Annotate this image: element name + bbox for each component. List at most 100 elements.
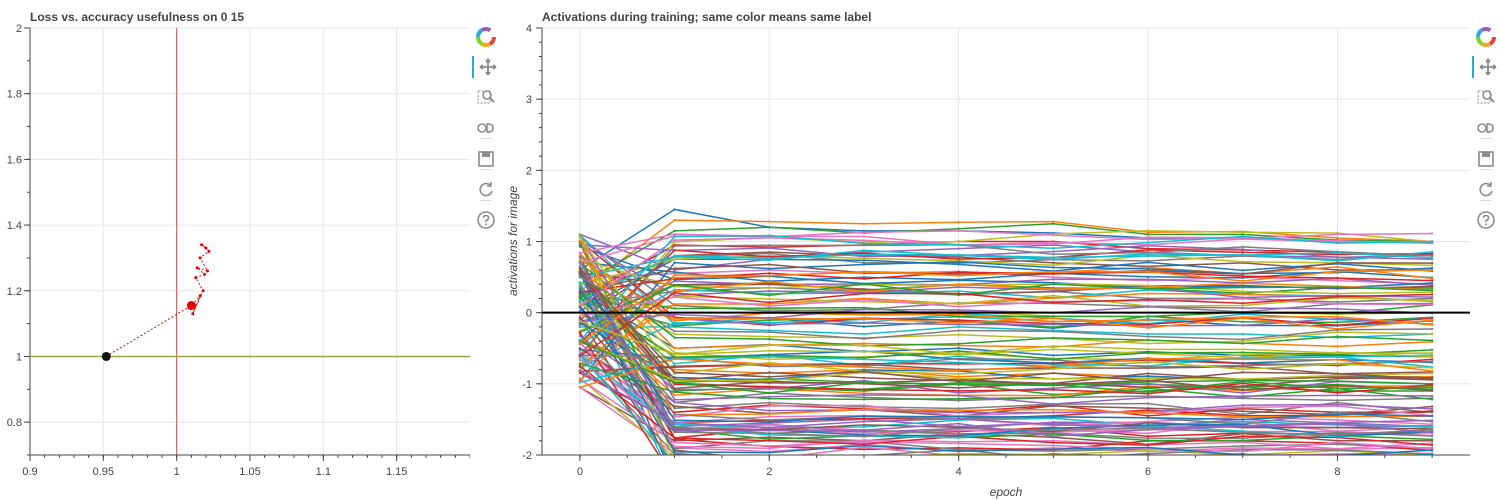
left-reset-tool[interactable] bbox=[472, 178, 500, 200]
activation-series-point bbox=[768, 335, 771, 338]
right-wheel-zoom-tool[interactable] bbox=[1472, 116, 1500, 138]
activation-series-point bbox=[1241, 437, 1244, 440]
activation-series-point bbox=[673, 381, 676, 384]
activation-series-point bbox=[957, 342, 960, 345]
activation-series-point bbox=[673, 393, 676, 397]
activation-series-point bbox=[1241, 358, 1244, 361]
activation-series-point bbox=[1242, 471, 1244, 473]
pan-tool-icon bbox=[1479, 58, 1497, 76]
activation-series-point bbox=[1241, 353, 1244, 356]
right-save-tool[interactable] bbox=[1472, 148, 1500, 170]
activation-series-point bbox=[1052, 348, 1055, 351]
activation-series-line bbox=[579, 291, 1433, 357]
activation-series-point bbox=[1336, 389, 1339, 393]
activation-series-point bbox=[1146, 357, 1150, 360]
activation-series-point bbox=[957, 399, 960, 402]
left-bokeh-logo[interactable] bbox=[472, 26, 500, 48]
activation-series-point bbox=[768, 432, 771, 435]
activation-series-point bbox=[1052, 439, 1055, 442]
activation-series-point bbox=[862, 376, 866, 380]
save-tool-icon bbox=[478, 151, 494, 167]
activation-series-point bbox=[1430, 360, 1434, 363]
activation-series-point bbox=[1146, 379, 1150, 383]
activation-series-line bbox=[579, 283, 1433, 334]
activation-series-point bbox=[862, 282, 866, 286]
activation-series-point bbox=[673, 445, 676, 448]
activation-series-point bbox=[1052, 427, 1055, 430]
activation-series-point bbox=[862, 344, 866, 347]
activation-series-point bbox=[673, 450, 676, 454]
activation-series-point bbox=[1430, 295, 1434, 299]
left-save-tool[interactable] bbox=[472, 148, 500, 170]
activation-series-point bbox=[578, 285, 582, 288]
activation-series-point bbox=[1430, 372, 1434, 375]
activation-series-point bbox=[768, 358, 771, 361]
activation-series-point bbox=[1241, 302, 1244, 305]
activation-series-point bbox=[1241, 272, 1244, 276]
activation-series-point bbox=[673, 475, 675, 477]
loss-accuracy-chart[interactable]: Loss vs. accuracy usefulness on 0 15 0.9… bbox=[0, 0, 470, 500]
activation-series-point bbox=[1336, 239, 1339, 242]
right-y-tick-label: -1 bbox=[522, 379, 532, 391]
activation-series-point bbox=[1430, 452, 1434, 455]
activation-series-point bbox=[1146, 360, 1150, 363]
activation-series-point bbox=[1336, 412, 1339, 416]
activation-series-line bbox=[579, 271, 1433, 383]
activation-series-point bbox=[1146, 324, 1150, 328]
right-box-zoom-tool[interactable] bbox=[1472, 86, 1500, 108]
activation-series-point bbox=[1146, 241, 1150, 244]
activation-series-point bbox=[673, 357, 676, 361]
activation-series-point bbox=[1336, 447, 1339, 451]
activation-series-point bbox=[957, 270, 960, 274]
left-pan-tool[interactable] bbox=[472, 56, 502, 78]
right-bokeh-logo[interactable] bbox=[1472, 26, 1500, 48]
activation-series-point bbox=[1146, 342, 1150, 345]
trajectory-point bbox=[198, 256, 202, 260]
activation-series-point bbox=[1146, 443, 1150, 447]
activation-series-point bbox=[673, 283, 676, 287]
activation-series-point bbox=[1052, 467, 1054, 469]
activation-series-line bbox=[579, 272, 1433, 423]
left-toolbar-separator bbox=[480, 138, 492, 139]
activation-series-point bbox=[1430, 355, 1434, 358]
right-reset-tool[interactable] bbox=[1472, 178, 1500, 200]
right-help-tool[interactable] bbox=[1472, 209, 1500, 231]
activation-series-point bbox=[863, 458, 865, 460]
activation-series-point bbox=[768, 423, 771, 427]
activation-series-point bbox=[673, 390, 676, 394]
activation-series-point bbox=[1430, 369, 1434, 373]
right-y-tick-label: 0 bbox=[526, 308, 532, 320]
activation-series-point bbox=[1146, 428, 1150, 431]
activation-series-point bbox=[578, 386, 582, 389]
left-wheel-zoom-tool[interactable] bbox=[472, 116, 500, 138]
activation-series-point bbox=[578, 260, 582, 263]
activation-series-point bbox=[862, 404, 866, 407]
activation-series-point bbox=[1241, 448, 1244, 451]
activation-series-point bbox=[862, 249, 866, 252]
end-point-marker bbox=[186, 301, 196, 311]
activation-series-point bbox=[673, 401, 676, 404]
right-pan-tool[interactable] bbox=[1472, 56, 1500, 78]
activation-series-point bbox=[1241, 342, 1244, 345]
right-chart-title: Activations during training; same color … bbox=[542, 10, 871, 24]
activation-series-point bbox=[768, 280, 771, 283]
left-box-zoom-tool[interactable] bbox=[472, 86, 500, 108]
activation-series-point bbox=[673, 294, 676, 297]
activation-series-point bbox=[1052, 253, 1055, 256]
activation-series-point bbox=[1242, 463, 1244, 465]
activation-series-point bbox=[862, 255, 866, 258]
activation-series-line bbox=[579, 255, 1433, 327]
activation-series-point bbox=[673, 379, 676, 382]
activation-series-point bbox=[673, 255, 676, 259]
activation-series-point bbox=[673, 441, 676, 444]
activation-series-point bbox=[1241, 450, 1244, 453]
activation-series-point bbox=[1336, 256, 1339, 259]
activation-series-point bbox=[1052, 272, 1055, 275]
activation-series-point bbox=[673, 319, 676, 323]
left-help-tool[interactable] bbox=[472, 209, 500, 231]
activation-series-point bbox=[1336, 323, 1339, 327]
activations-chart[interactable]: Activations during training; same color … bbox=[502, 0, 1470, 500]
activation-series-point bbox=[768, 436, 771, 439]
activation-series-point bbox=[578, 364, 582, 368]
activation-series-point bbox=[768, 409, 771, 412]
